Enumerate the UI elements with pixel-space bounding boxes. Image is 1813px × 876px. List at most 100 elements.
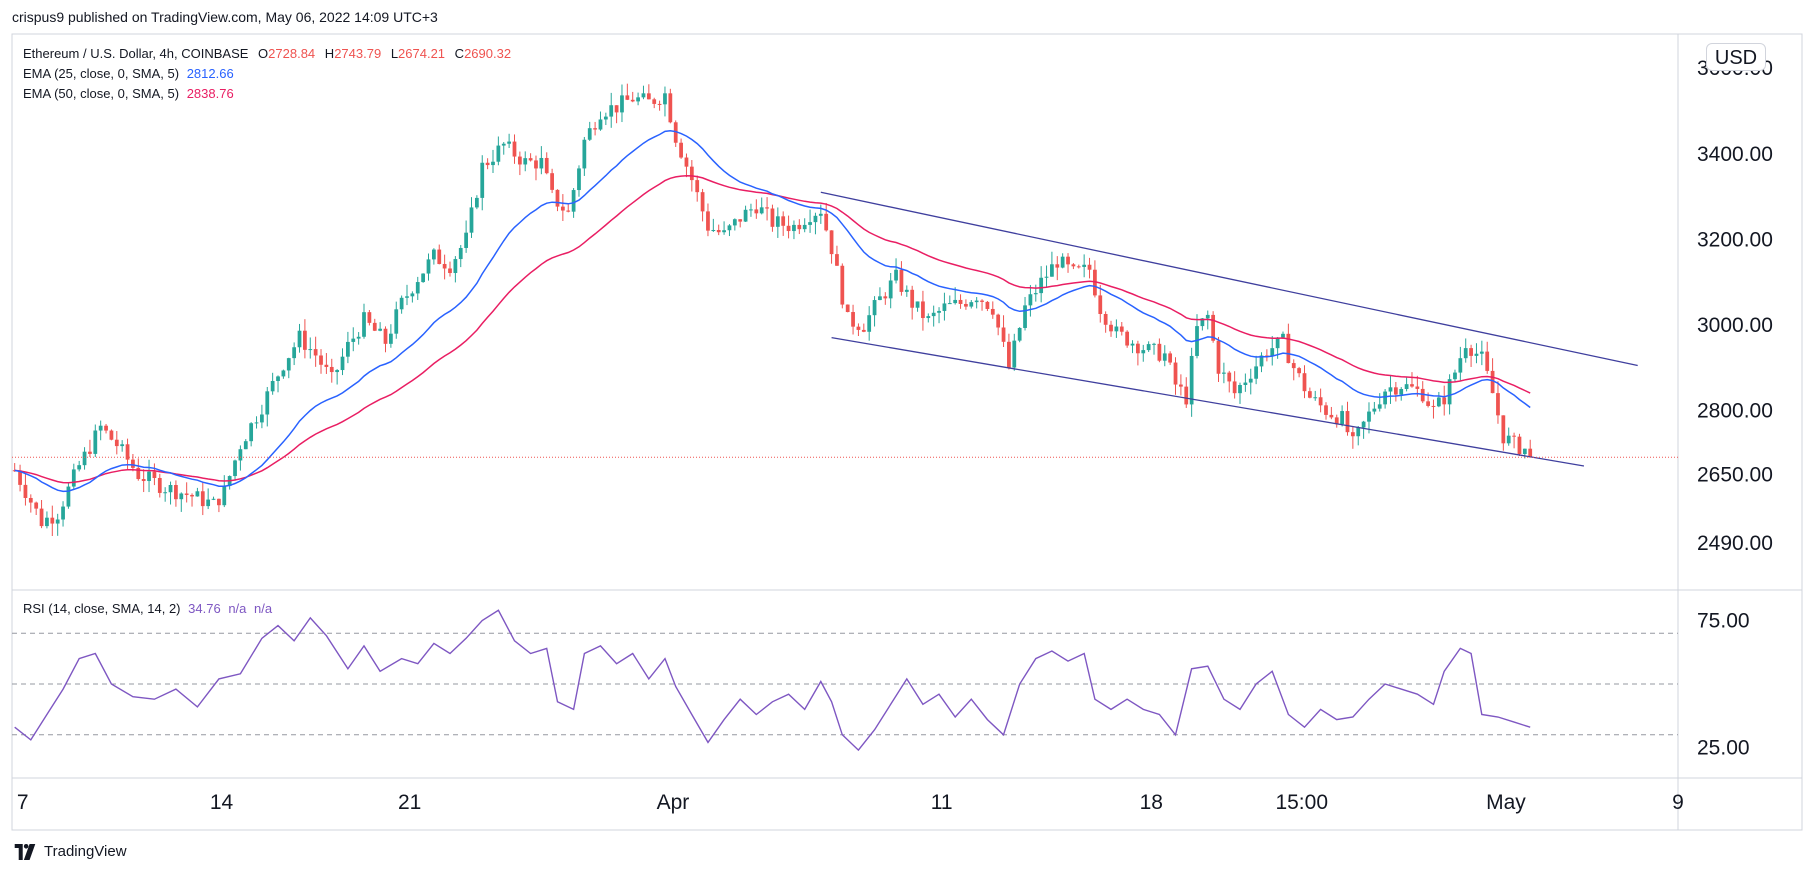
candle[interactable]: [620, 84, 624, 123]
candle[interactable]: [856, 323, 861, 337]
candle[interactable]: [1420, 381, 1425, 404]
candle[interactable]: [28, 494, 33, 513]
candle[interactable]: [1007, 333, 1011, 370]
candle[interactable]: [872, 296, 877, 327]
candle[interactable]: [308, 337, 313, 359]
candle[interactable]: [1436, 391, 1441, 408]
candle[interactable]: [174, 480, 178, 507]
candle[interactable]: [550, 168, 554, 194]
candle[interactable]: [587, 121, 592, 141]
price-pane[interactable]: [12, 83, 1678, 537]
candle[interactable]: [534, 155, 538, 181]
candle[interactable]: [1286, 323, 1291, 364]
candle[interactable]: [835, 245, 839, 266]
candle[interactable]: [1125, 330, 1130, 348]
candle[interactable]: [636, 92, 640, 106]
candle[interactable]: [1264, 349, 1269, 362]
candle[interactable]: [851, 304, 855, 335]
candle[interactable]: [71, 463, 76, 490]
candle[interactable]: [706, 203, 710, 237]
candle[interactable]: [405, 284, 409, 306]
candle[interactable]: [1447, 374, 1452, 415]
candle[interactable]: [1329, 406, 1334, 420]
candle[interactable]: [168, 481, 173, 505]
candle[interactable]: [1345, 401, 1350, 436]
candle[interactable]: [469, 197, 474, 238]
candle[interactable]: [512, 134, 517, 164]
candle[interactable]: [555, 189, 560, 212]
candle[interactable]: [1221, 362, 1226, 384]
candle[interactable]: [335, 369, 340, 385]
candle[interactable]: [894, 258, 898, 284]
candle[interactable]: [1302, 365, 1307, 399]
candle[interactable]: [421, 273, 426, 283]
candle[interactable]: [265, 386, 270, 427]
candle[interactable]: [147, 459, 151, 493]
candle[interactable]: [399, 295, 404, 314]
candle[interactable]: [1146, 341, 1151, 352]
candle[interactable]: [485, 158, 490, 170]
candle[interactable]: [410, 291, 415, 303]
candle[interactable]: [947, 295, 952, 305]
candle[interactable]: [1377, 393, 1382, 412]
candle[interactable]: [1152, 342, 1156, 355]
candle[interactable]: [630, 91, 635, 103]
rsi-pane[interactable]: [12, 609, 1678, 752]
candle[interactable]: [1334, 414, 1339, 428]
candle[interactable]: [797, 219, 802, 235]
candle[interactable]: [93, 424, 98, 457]
candle[interactable]: [270, 372, 275, 395]
candle[interactable]: [990, 301, 995, 319]
candle[interactable]: [1184, 377, 1189, 408]
candle[interactable]: [61, 501, 65, 527]
candle[interactable]: [496, 136, 501, 166]
candle[interactable]: [517, 151, 522, 176]
candle[interactable]: [1501, 415, 1506, 451]
candle[interactable]: [1136, 340, 1140, 366]
candle[interactable]: [249, 422, 254, 447]
candle[interactable]: [1012, 333, 1017, 371]
candle[interactable]: [845, 304, 850, 313]
candle[interactable]: [829, 230, 834, 264]
candle[interactable]: [1195, 314, 1199, 359]
candle[interactable]: [18, 464, 22, 492]
candle[interactable]: [668, 88, 673, 124]
candle[interactable]: [1356, 425, 1361, 446]
candle[interactable]: [818, 204, 823, 224]
candle[interactable]: [980, 299, 984, 311]
candle[interactable]: [82, 447, 87, 470]
candle[interactable]: [281, 369, 286, 379]
candle[interactable]: [1318, 388, 1323, 413]
candle[interactable]: [1060, 253, 1065, 269]
candle[interactable]: [609, 92, 614, 128]
candle[interactable]: [1114, 319, 1119, 338]
candle[interactable]: [303, 319, 307, 359]
candle[interactable]: [700, 188, 705, 222]
candle[interactable]: [227, 475, 232, 490]
candle[interactable]: [781, 211, 786, 236]
candle[interactable]: [98, 420, 103, 441]
candle[interactable]: [1506, 427, 1511, 446]
candle[interactable]: [211, 496, 216, 501]
candle[interactable]: [324, 353, 329, 374]
candle[interactable]: [77, 460, 82, 472]
candle[interactable]: [824, 203, 829, 232]
candle[interactable]: [523, 151, 528, 172]
ema25-legend[interactable]: EMA (25, close, 0, SMA, 5) 2812.66: [23, 64, 234, 83]
ema50-line[interactable]: [14, 175, 1531, 484]
candle[interactable]: [1173, 357, 1178, 395]
candle[interactable]: [217, 498, 221, 513]
candle[interactable]: [114, 430, 119, 455]
candle[interactable]: [1485, 341, 1490, 374]
candle[interactable]: [582, 136, 587, 176]
candle[interactable]: [883, 292, 888, 305]
candle[interactable]: [1479, 340, 1484, 366]
candle[interactable]: [1001, 315, 1006, 347]
candle[interactable]: [652, 97, 657, 109]
candle[interactable]: [55, 513, 60, 536]
candle[interactable]: [1259, 352, 1264, 373]
candle[interactable]: [458, 245, 463, 268]
candle[interactable]: [286, 357, 291, 379]
candle[interactable]: [646, 84, 651, 100]
candle[interactable]: [1517, 433, 1522, 457]
